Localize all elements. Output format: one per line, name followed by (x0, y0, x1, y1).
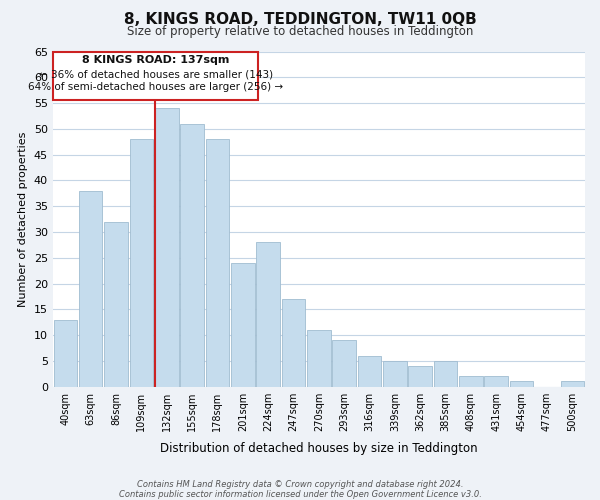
Bar (409, 366, 432, 386)
X-axis label: Distribution of detached houses by size in Teddington: Distribution of detached houses by size … (160, 442, 478, 455)
Bar (256, 242, 280, 386)
Text: 64% of semi-detached houses are larger (256) →: 64% of semi-detached houses are larger (… (28, 82, 283, 92)
Bar (307, 330, 331, 386)
Bar (130, 139, 153, 386)
Y-axis label: Number of detached properties: Number of detached properties (18, 132, 28, 307)
Text: 8, KINGS ROAD, TEDDINGTON, TW11 0QB: 8, KINGS ROAD, TEDDINGTON, TW11 0QB (124, 12, 476, 28)
Bar (560, 382, 584, 386)
Text: 8 KINGS ROAD: 137sqm: 8 KINGS ROAD: 137sqm (82, 55, 229, 65)
Bar (281, 299, 305, 386)
Bar (434, 361, 457, 386)
Bar (484, 376, 508, 386)
Bar (53, 320, 77, 386)
Bar (206, 139, 229, 386)
Text: Contains public sector information licensed under the Open Government Licence v3: Contains public sector information licen… (119, 490, 481, 499)
Bar (510, 382, 533, 386)
Bar (459, 376, 483, 386)
FancyBboxPatch shape (53, 52, 258, 100)
Text: ← 36% of detached houses are smaller (143): ← 36% of detached houses are smaller (14… (38, 70, 272, 80)
Bar (358, 356, 382, 386)
Bar (104, 222, 128, 386)
Bar (383, 361, 407, 386)
Bar (155, 108, 179, 386)
Bar (180, 124, 204, 386)
Text: Contains HM Land Registry data © Crown copyright and database right 2024.: Contains HM Land Registry data © Crown c… (137, 480, 463, 489)
Bar (79, 190, 103, 386)
Bar (332, 340, 356, 386)
Text: Size of property relative to detached houses in Teddington: Size of property relative to detached ho… (127, 25, 473, 38)
Bar (231, 263, 254, 386)
